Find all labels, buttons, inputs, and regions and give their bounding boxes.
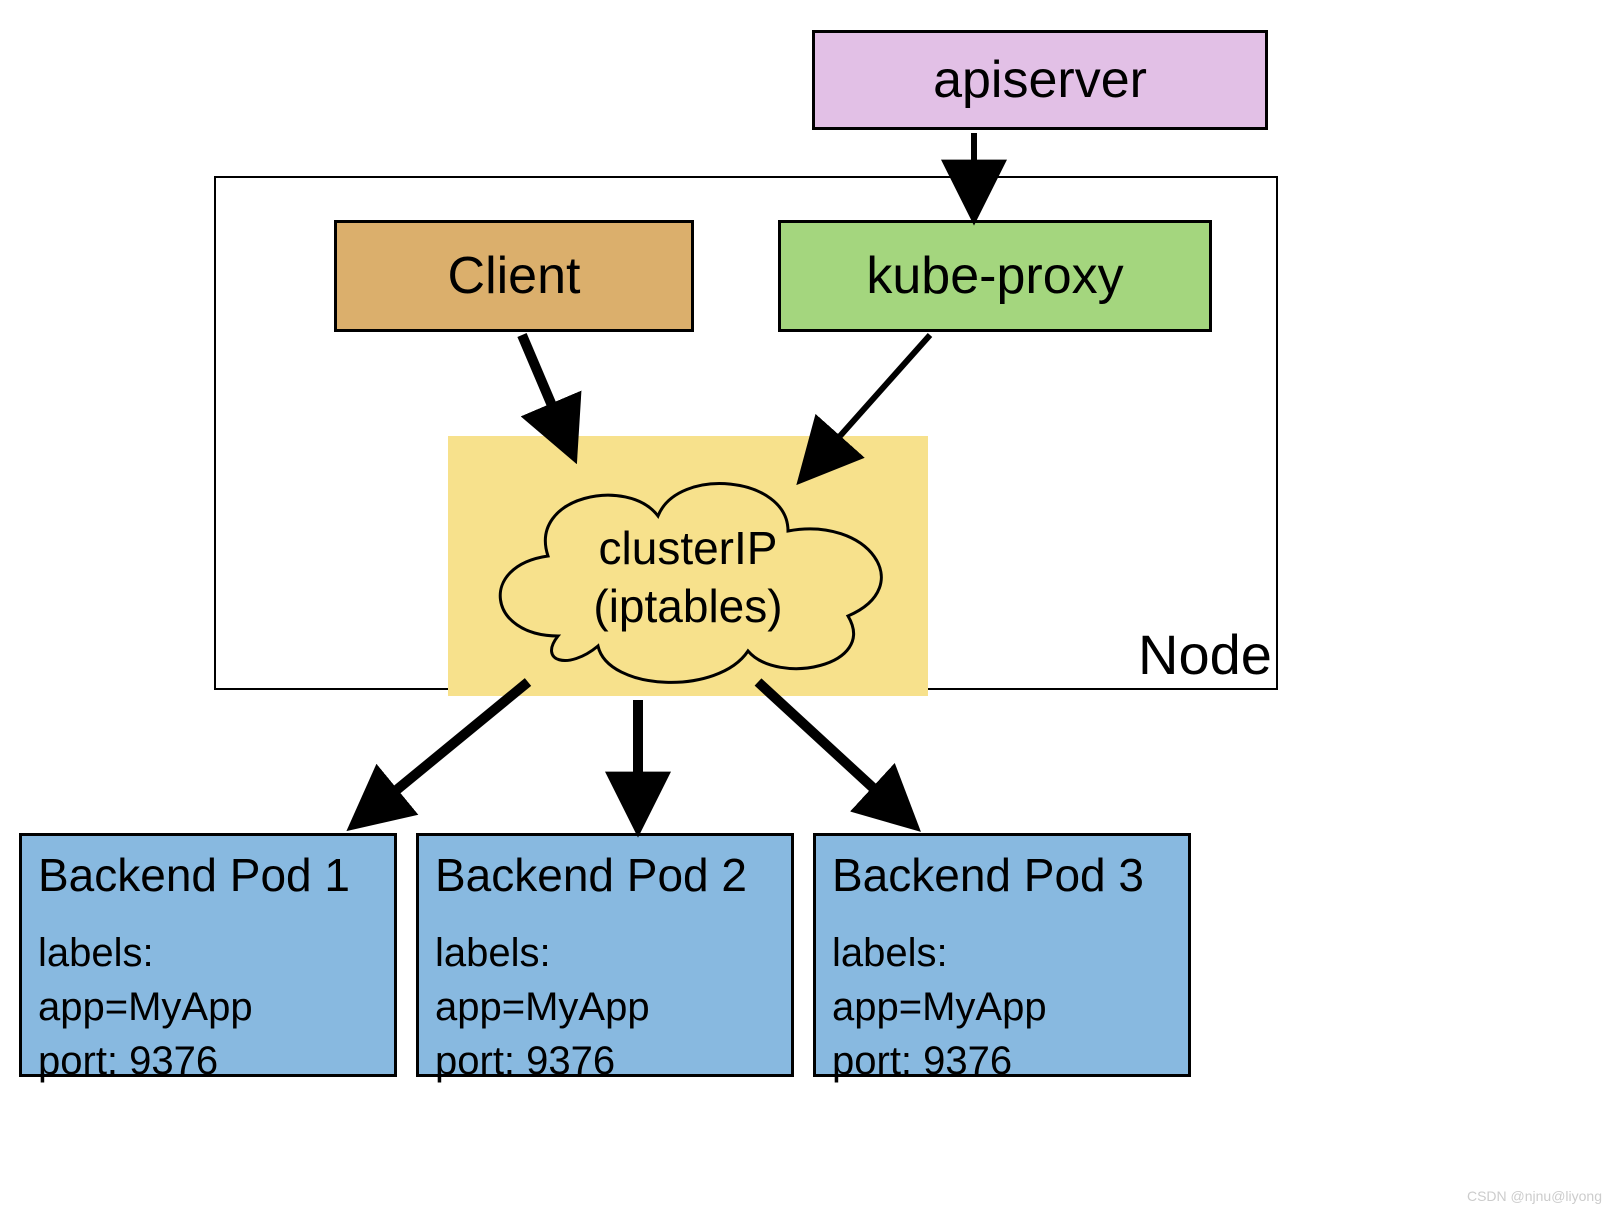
pod3-labels: labels: app=MyApp [832,926,1172,1034]
pod2-title: Backend Pod 2 [435,848,775,902]
pod3-port: port: 9376 [832,1034,1172,1088]
watermark-text: CSDN @njnu@liyong [1467,1188,1602,1204]
pod1-labels: labels: app=MyApp [38,926,378,1034]
diagram-canvas: Node apiserver Client kube-proxy cluster… [0,0,1622,1214]
clusterip-cloud: clusterIP (iptables) [448,436,928,696]
client-box: Client [334,220,694,332]
backend-pod-1: Backend Pod 1 labels: app=MyApp port: 93… [19,833,397,1077]
kubeproxy-box: kube-proxy [778,220,1212,332]
pod1-port: port: 9376 [38,1034,378,1088]
kubeproxy-label: kube-proxy [866,246,1123,306]
backend-pod-3: Backend Pod 3 labels: app=MyApp port: 93… [813,833,1191,1077]
clusterip-line1: clusterIP [448,520,928,578]
pod3-title: Backend Pod 3 [832,848,1172,902]
pod2-port: port: 9376 [435,1034,775,1088]
pod2-labels: labels: app=MyApp [435,926,775,1034]
clusterip-line2: (iptables) [448,578,928,636]
backend-pod-2: Backend Pod 2 labels: app=MyApp port: 93… [416,833,794,1077]
apiserver-box: apiserver [812,30,1268,130]
node-label: Node [1138,622,1272,687]
apiserver-label: apiserver [933,50,1147,110]
pod1-title: Backend Pod 1 [38,848,378,902]
client-label: Client [448,246,581,306]
clusterip-text: clusterIP (iptables) [448,520,928,635]
